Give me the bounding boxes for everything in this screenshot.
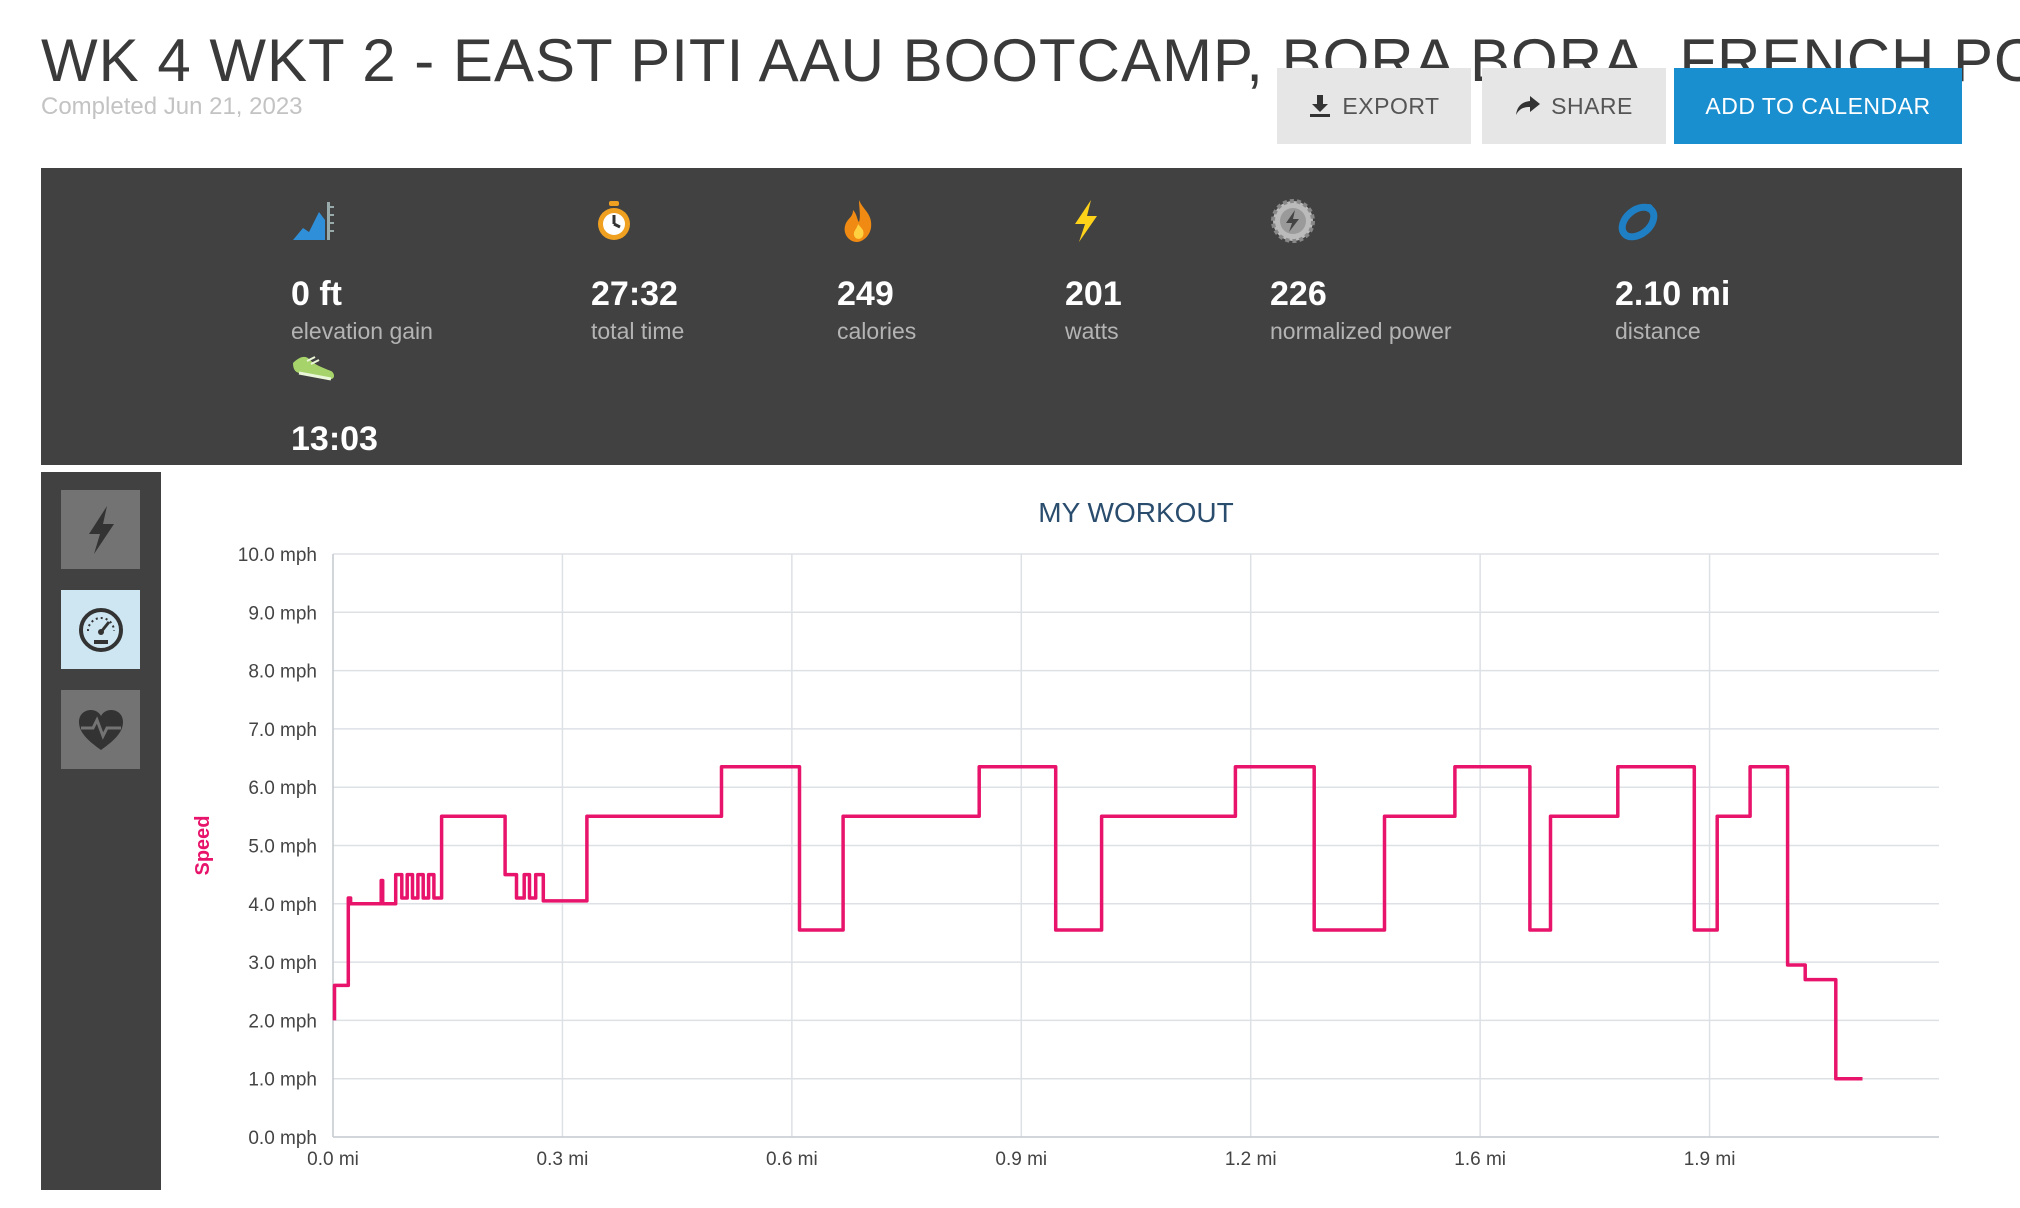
export-label: EXPORT [1342, 92, 1440, 119]
export-button[interactable]: EXPORT [1277, 68, 1471, 144]
lightning-icon [1075, 200, 1097, 242]
y-tick-label: 10.0 mph [238, 545, 317, 566]
stat-label: elevation gain [291, 318, 433, 344]
speed-series-line [332, 765, 1863, 1081]
share-arrow-icon [1516, 96, 1541, 115]
download-icon [1310, 95, 1331, 117]
lightning-icon [88, 505, 114, 554]
share-label: SHARE [1551, 92, 1633, 119]
y-tick-label: 1.0 mph [248, 1070, 317, 1091]
y-axis-label: Speed [192, 815, 214, 875]
completed-date: Completed Jun 21, 2023 [41, 93, 303, 120]
share-button[interactable]: SHARE [1482, 68, 1666, 144]
y-tick-label: 9.0 mph [248, 603, 317, 624]
y-tick-label: 0.0 mph [248, 1128, 317, 1149]
stat-value: 201 [1065, 275, 1122, 313]
x-tick-label: 0.3 mi [537, 1149, 589, 1170]
x-tick-label: 0.9 mi [995, 1149, 1047, 1170]
x-tick-label: 1.2 mi [1225, 1149, 1277, 1170]
stat-value: 13:03 [291, 420, 378, 458]
stat-value: 0 ft [291, 275, 342, 313]
stat-label: total time [591, 318, 685, 344]
x-tick-label: 0.0 mi [307, 1149, 359, 1170]
stat-value: 27:32 [591, 275, 678, 313]
x-tick-label: 1.9 mi [1684, 1149, 1736, 1170]
x-tick-label: 1.6 mi [1454, 1149, 1506, 1170]
stats-panel: 0 ft elevation gain 27:32 total time 249… [41, 168, 1962, 491]
stat-value: 249 [837, 275, 894, 313]
stat-label: distance [1615, 318, 1701, 344]
stat-value: 2.10 mi [1615, 275, 1731, 313]
power-chart-tab[interactable] [61, 490, 140, 569]
y-tick-label: 7.0 mph [248, 720, 317, 741]
flame-icon [844, 200, 872, 242]
stat-label: watts [1065, 318, 1119, 344]
speed-chart: MY WORKOUT 0.0 mph 1.0 mph 2.0 mph 3.0 mph 4.… [192, 497, 1939, 1170]
y-tick-label: 6.0 mph [248, 778, 317, 799]
add-to-calendar-button[interactable]: ADD TO CALENDAR [1674, 68, 1962, 144]
y-tick-label: 8.0 mph [248, 662, 317, 683]
stat-label: calories [837, 318, 917, 344]
shoe-icon [293, 356, 334, 381]
x-tick-label: 0.6 mi [766, 1149, 818, 1170]
chart-metric-sidebar [41, 472, 161, 1190]
y-tick-label: 2.0 mph [248, 1011, 317, 1032]
power-gear-icon [1271, 199, 1315, 243]
speed-chart-tab[interactable] [61, 590, 140, 669]
y-tick-label: 3.0 mph [248, 953, 317, 974]
y-tick-label: 4.0 mph [248, 895, 317, 916]
chart-title: MY WORKOUT [1038, 497, 1233, 528]
stopwatch-icon [598, 201, 630, 240]
stat-value: 226 [1270, 275, 1327, 313]
y-tick-label: 5.0 mph [248, 837, 317, 858]
distance-icon [1618, 203, 1658, 241]
chart-area: MY WORKOUT 0.0 mph 1.0 mph 2.0 mph 3.0 mph 4.… [41, 472, 1962, 1190]
stat-label: normalized power [1270, 318, 1452, 344]
add-to-calendar-label: ADD TO CALENDAR [1705, 92, 1931, 119]
speedometer-icon [78, 607, 123, 652]
heart-rate-icon [78, 709, 123, 750]
heart-rate-chart-tab[interactable] [61, 690, 140, 769]
elevation-icon [293, 202, 334, 240]
